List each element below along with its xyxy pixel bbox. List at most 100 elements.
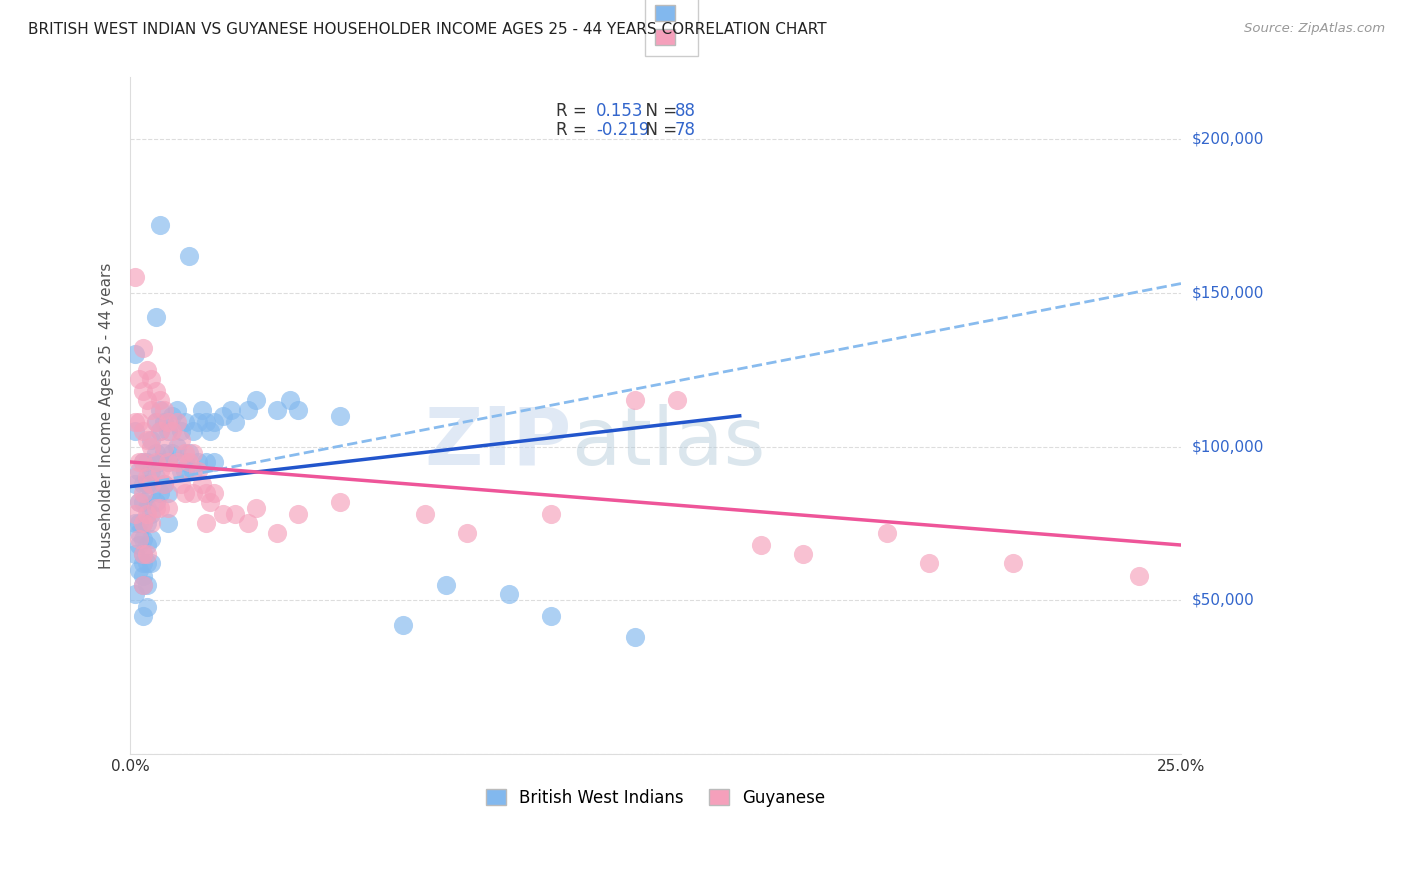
Point <box>211 508 233 522</box>
Point <box>179 446 201 460</box>
Point <box>153 415 176 429</box>
Point <box>245 393 267 408</box>
Point <box>141 516 163 531</box>
Point <box>665 393 688 408</box>
Point <box>157 516 180 531</box>
Point <box>174 485 197 500</box>
Point <box>141 372 163 386</box>
Point <box>136 516 159 531</box>
Point <box>413 508 436 522</box>
Point <box>153 402 176 417</box>
Text: atlas: atlas <box>572 404 766 482</box>
Point <box>329 495 352 509</box>
Point <box>128 532 150 546</box>
Point <box>1128 569 1150 583</box>
Point <box>266 525 288 540</box>
Point <box>187 415 209 429</box>
Point <box>136 547 159 561</box>
Point <box>141 434 163 448</box>
Point <box>145 384 167 399</box>
Legend: British West Indians, Guyanese: British West Indians, Guyanese <box>479 782 832 814</box>
Text: $200,000: $200,000 <box>1192 131 1264 146</box>
Point <box>287 402 309 417</box>
Point <box>132 424 155 438</box>
Point <box>141 557 163 571</box>
Point <box>141 508 163 522</box>
Point <box>219 402 242 417</box>
Point <box>623 393 645 408</box>
Point <box>174 464 197 478</box>
Text: Source: ZipAtlas.com: Source: ZipAtlas.com <box>1244 22 1385 36</box>
Point <box>145 495 167 509</box>
Point <box>136 538 159 552</box>
Point <box>236 516 259 531</box>
Point <box>132 557 155 571</box>
Point <box>136 393 159 408</box>
Point <box>145 455 167 469</box>
Point <box>623 630 645 644</box>
Point <box>153 440 176 454</box>
Point <box>132 341 155 355</box>
Point <box>174 415 197 429</box>
Text: BRITISH WEST INDIAN VS GUYANESE HOUSEHOLDER INCOME AGES 25 - 44 YEARS CORRELATIO: BRITISH WEST INDIAN VS GUYANESE HOUSEHOL… <box>28 22 827 37</box>
Point <box>141 402 163 417</box>
Point <box>132 547 155 561</box>
Point <box>1001 557 1024 571</box>
Point <box>132 547 155 561</box>
Point <box>211 409 233 423</box>
Point <box>876 525 898 540</box>
Point <box>187 455 209 469</box>
Point <box>170 434 193 448</box>
Point <box>136 476 159 491</box>
Point <box>183 464 205 478</box>
Point <box>179 249 201 263</box>
Point <box>124 547 146 561</box>
Point <box>202 485 225 500</box>
Point <box>157 424 180 438</box>
Point <box>198 424 221 438</box>
Point <box>149 424 172 438</box>
Point <box>141 440 163 454</box>
Point <box>145 501 167 516</box>
Point <box>128 464 150 478</box>
Point <box>136 434 159 448</box>
Point <box>792 547 814 561</box>
Point <box>141 532 163 546</box>
Point <box>136 455 159 469</box>
Point <box>128 372 150 386</box>
Text: $150,000: $150,000 <box>1192 285 1264 301</box>
Point <box>194 455 217 469</box>
Point <box>132 608 155 623</box>
Point <box>224 415 246 429</box>
Text: 88: 88 <box>675 103 696 120</box>
Point <box>157 501 180 516</box>
Point <box>145 446 167 460</box>
Point <box>149 464 172 478</box>
Point <box>124 476 146 491</box>
Point <box>174 455 197 469</box>
Y-axis label: Householder Income Ages 25 - 44 years: Householder Income Ages 25 - 44 years <box>100 262 114 569</box>
Point <box>149 218 172 232</box>
Point <box>187 464 209 478</box>
Point <box>132 532 155 546</box>
Point <box>202 455 225 469</box>
Point <box>202 415 225 429</box>
Point <box>128 495 150 509</box>
Point <box>128 516 150 531</box>
Point <box>149 501 172 516</box>
Point <box>153 476 176 491</box>
Point <box>124 470 146 484</box>
Point <box>162 464 184 478</box>
Text: 78: 78 <box>675 120 696 138</box>
Point <box>128 538 150 552</box>
Point <box>749 538 772 552</box>
Text: ZIP: ZIP <box>425 404 572 482</box>
Point <box>198 495 221 509</box>
Point <box>124 424 146 438</box>
Point <box>236 402 259 417</box>
Point <box>329 409 352 423</box>
Point <box>153 446 176 460</box>
Point <box>191 402 214 417</box>
Point <box>136 557 159 571</box>
Point <box>194 516 217 531</box>
